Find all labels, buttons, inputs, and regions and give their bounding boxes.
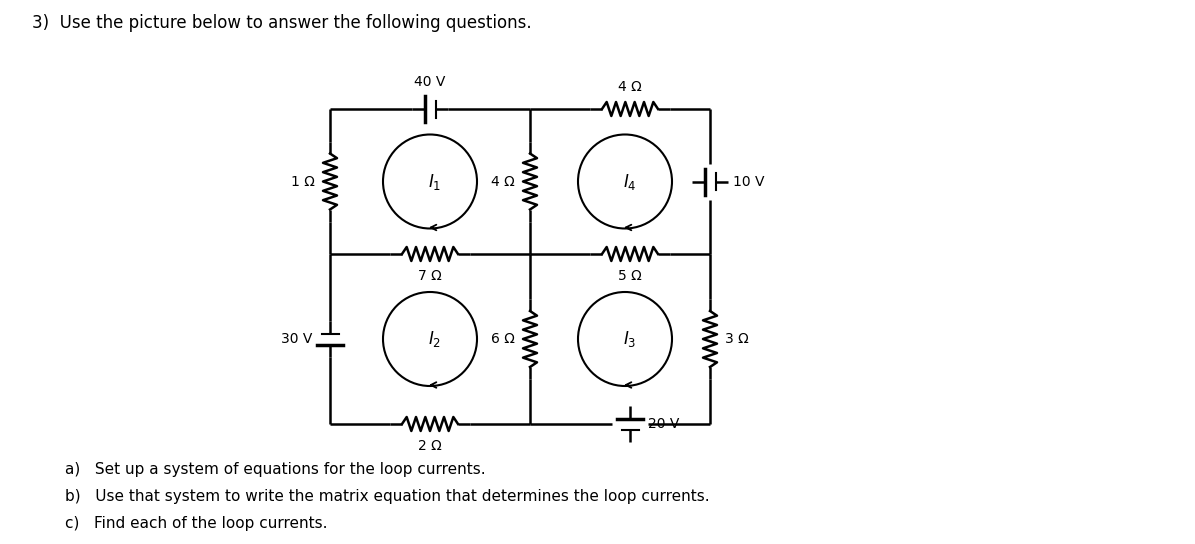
Text: 6 Ω: 6 Ω [491,332,515,346]
Text: 2 Ω: 2 Ω [418,439,442,453]
Text: $I_1$: $I_1$ [428,171,442,191]
Text: $I_2$: $I_2$ [429,329,442,349]
Text: 4 Ω: 4 Ω [491,175,515,189]
Text: 30 V: 30 V [281,332,312,346]
Text: $I_3$: $I_3$ [624,329,637,349]
Text: 3 Ω: 3 Ω [725,332,749,346]
Text: 7 Ω: 7 Ω [418,269,442,283]
Text: b)   Use that system to write the matrix equation that determines the loop curre: b) Use that system to write the matrix e… [65,489,710,504]
Text: 10 V: 10 V [733,175,765,189]
Text: 5 Ω: 5 Ω [618,269,642,283]
Text: c)   Find each of the loop currents.: c) Find each of the loop currents. [65,516,327,531]
Text: 4 Ω: 4 Ω [618,80,642,94]
Text: 1 Ω: 1 Ω [292,175,315,189]
Text: $I_4$: $I_4$ [624,171,637,191]
Text: 20 V: 20 V [648,417,680,431]
Text: a)   Set up a system of equations for the loop currents.: a) Set up a system of equations for the … [65,462,485,477]
Text: 3)  Use the picture below to answer the following questions.: 3) Use the picture below to answer the f… [32,14,532,32]
Text: 40 V: 40 V [415,75,446,89]
